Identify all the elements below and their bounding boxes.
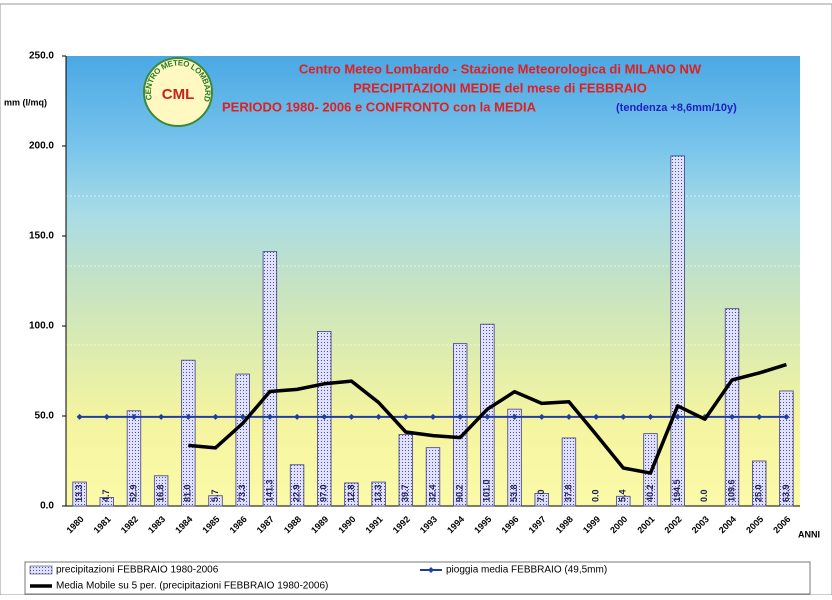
marker [130,413,137,420]
data-label: 194.5 [672,479,682,502]
marker [457,413,464,420]
data-label: 63.9 [781,484,791,502]
marker [402,413,409,420]
bar [72,481,87,507]
legend-label: pioggia media FEBBRAIO (49,5mm) [446,565,607,576]
y-axis-label: mm (l/mq) [4,97,47,107]
marker [185,413,192,420]
legend-label: Media Mobile su 5 per. (precipitazioni F… [56,581,328,592]
bar [561,437,577,507]
data-label: 109.6 [726,479,736,502]
marker [239,413,246,420]
bar [99,497,114,507]
data-label: 5.4 [618,489,628,502]
marker [538,413,545,420]
data-label: 22.9 [291,484,301,502]
bar [289,464,305,507]
data-label: 0.0 [699,489,709,502]
marker [565,413,572,420]
data-label: 0.0 [590,489,600,502]
bar [126,410,142,507]
data-label: 37.8 [563,484,573,502]
y-tick-label: 200.0 [29,141,54,152]
marker [756,413,763,420]
y-tick-label: 0.0 [40,501,54,512]
marker [593,413,600,420]
data-label: 16.8 [156,484,166,502]
data-label: 90.2 [455,484,465,502]
marker [484,413,491,420]
data-label: 101.0 [482,479,492,502]
marker [348,413,355,420]
data-label: 13.3 [74,484,84,502]
marker [375,413,382,420]
bar [153,475,169,507]
y-tick-label: 250.0 [29,51,54,62]
bar [262,251,278,507]
chart-subtitle: PRECIPITAZIONI MEDIE del mese di FEBBRAI… [353,80,647,95]
marker [158,413,165,420]
bar [452,343,468,507]
data-label: 40.2 [645,484,655,502]
bar [181,359,196,507]
marker [430,413,436,420]
logo-abbr: CML [162,86,195,103]
legend-label: precipitazioni FEBBRAIO 1980-2006 [56,565,219,576]
bar [534,492,549,507]
annotation: (tendenza +8,6mm/10y) [616,102,737,114]
marker [294,413,301,420]
data-label: 141.3 [264,479,274,502]
data-label: 53.8 [509,484,519,502]
marker [76,413,83,420]
data-label: 97.0 [319,484,329,502]
data-label: 5.7 [210,489,220,502]
marker [212,413,219,420]
data-label: 12.8 [346,484,356,502]
marker [266,413,273,420]
marker [729,413,736,420]
marker [103,413,110,420]
bar [235,373,250,507]
marker [620,413,627,420]
marker [511,413,518,420]
data-label: 32.4 [427,484,437,502]
bar [208,495,223,507]
data-label: 7.0 [536,489,546,502]
bar [371,481,386,507]
y-tick-label: 150.0 [29,231,54,242]
data-label: 4.7 [101,489,111,502]
bar [425,447,441,507]
line [188,362,787,475]
bar [724,308,740,507]
bar [344,482,359,507]
y-tick-label: 100.0 [29,321,54,332]
data-label: 52.9 [128,484,138,502]
marker [321,413,328,420]
bar [616,495,631,507]
y-tick-label: 50.0 [35,411,55,422]
data-label: 13.3 [373,484,383,502]
bar [670,155,685,507]
bar [779,390,794,507]
data-label: 73.3 [237,484,247,502]
bar [507,408,522,507]
x-axis-label: ANNI [798,529,820,539]
legend-swatch [29,565,53,575]
legend-swatch [428,567,434,573]
data-label: 39.7 [400,484,410,502]
bar [752,460,767,507]
data-label: 81.0 [183,484,193,502]
chart-subtitle: PERIODO 1980- 2006 e CONFRONTO con la ME… [222,99,537,114]
legend [24,561,811,595]
bar [398,434,414,507]
chart-title: Centro Meteo Lombardo - Stazione Meteoro… [299,61,702,76]
marker [647,413,654,420]
marker [783,413,790,420]
data-label: 25.0 [754,484,764,502]
marker [674,413,681,420]
